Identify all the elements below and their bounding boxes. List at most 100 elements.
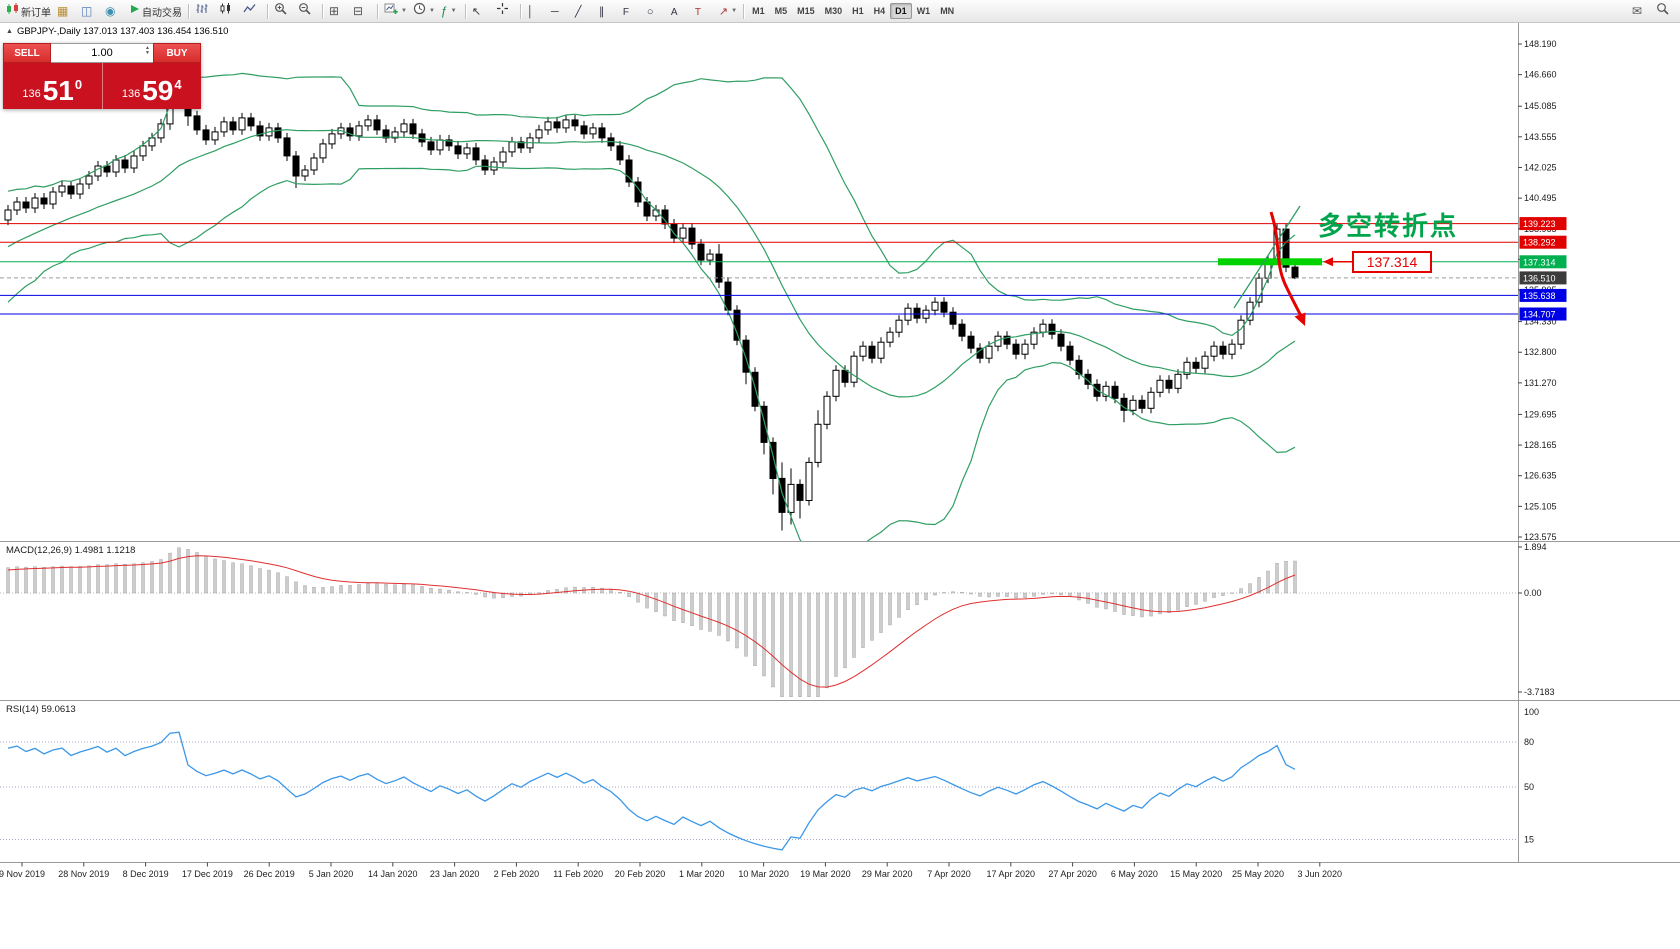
toolbar-button-news[interactable]: ✉	[1629, 1, 1653, 21]
buy-price-display[interactable]: 136 59 4	[102, 63, 201, 109]
candle	[1219, 341, 1227, 360]
macd-histogram-bar	[1239, 588, 1243, 594]
zoom-in-icon	[274, 2, 287, 20]
candle	[1147, 387, 1155, 414]
toolbar-button-linechart[interactable]	[240, 1, 264, 21]
toolbar-button-channel[interactable]: ∥	[596, 1, 620, 21]
dropdown-arrow-icon[interactable]: ▼	[731, 8, 738, 14]
toolbar-button-hline[interactable]: ─	[548, 1, 572, 21]
support-zone-highlight-bar[interactable]	[1218, 258, 1322, 266]
timeframe-button-m15[interactable]: M15	[797, 6, 815, 16]
toolbar-button-crosshair[interactable]	[493, 1, 517, 21]
price-tag-label: 134.707	[1523, 310, 1556, 320]
toolbar-button-fibonacci[interactable]: F	[620, 1, 644, 21]
toolbar-button-shapes[interactable]: ○	[644, 1, 668, 21]
macd-histogram-bar	[753, 592, 757, 666]
macd-histogram-bar	[699, 592, 703, 630]
macd-histogram-bar	[564, 587, 568, 594]
candle-body	[1111, 385, 1119, 399]
candle-body	[832, 369, 840, 397]
candle-body	[1183, 361, 1191, 375]
toolbar-button-trendline[interactable]: ╱	[572, 1, 596, 21]
price-callout[interactable]: 137.314	[1352, 251, 1432, 273]
candle-body	[508, 141, 516, 153]
toolbar-button-text[interactable]: A	[668, 1, 692, 21]
volume-spinner[interactable]: 1.00 ▲ ▼	[51, 43, 153, 63]
candle-body	[769, 441, 777, 479]
trade-panel-price-row: 136 51 0 136 59 4	[3, 63, 201, 109]
buy-button[interactable]: BUY	[153, 43, 201, 63]
toolbar-button-cursor[interactable]: ↖	[469, 1, 493, 21]
toolbar-button-zoom-out[interactable]	[295, 1, 319, 21]
timeframe-button-h1[interactable]: H1	[852, 6, 864, 16]
toolbar-button-search[interactable]	[1653, 1, 1677, 21]
toolbar-button-tile-windows[interactable]: ⊞	[326, 1, 350, 21]
toolbar: 新订单 ▦ ◫ ◉ 自动交易 ⊞ ⊟ ▼ ▼ ƒ ▼ ↖ │ ─ ╱ ∥ F ○ A T ↗ ▼ M1 M5 M15 M30 H1 H…	[0, 0, 1680, 23]
volume-value[interactable]: 1.00	[91, 47, 113, 59]
macd-histogram-bar	[15, 566, 19, 594]
dropdown-arrow-icon[interactable]: ▼	[428, 8, 435, 14]
trendline-annotation[interactable]	[1233, 205, 1301, 309]
new-order-icon	[6, 2, 19, 20]
toolbar-button-web[interactable]: ◉	[102, 1, 126, 21]
macd-histogram-bar	[897, 592, 901, 618]
toolbar-button-zoom-in[interactable]	[271, 1, 295, 21]
timeframe-button-w1[interactable]: W1	[916, 6, 931, 16]
cursor-icon: ↖	[471, 6, 482, 18]
candle-body	[1039, 323, 1047, 333]
price-tag-bg	[1519, 288, 1567, 302]
macd-histogram-bar	[402, 584, 406, 594]
timeframe-button-d1[interactable]: D1	[890, 3, 912, 19]
spin-down-icon[interactable]: ▼	[145, 50, 150, 56]
timeframe-button-m5[interactable]: M5	[774, 6, 788, 16]
candle-body	[571, 119, 579, 127]
candle-body	[1066, 345, 1074, 361]
macd-histogram-bar	[285, 576, 289, 594]
timeframe-button-m30[interactable]: M30	[824, 6, 843, 16]
macd-histogram-bar	[735, 592, 739, 649]
candle-body	[589, 127, 597, 135]
toolbar-button-vline[interactable]: │	[524, 1, 548, 21]
toolbar-button-bars[interactable]	[192, 1, 216, 21]
collapse-panel-icon[interactable]: ▲	[6, 28, 13, 35]
timeframe-button-m1[interactable]: M1	[752, 6, 765, 16]
candle-body	[553, 121, 561, 129]
toolbar-button-indicators[interactable]: ƒ ▼	[438, 1, 462, 21]
toolbar-button-period[interactable]: ▼	[410, 1, 438, 21]
macd-axis-label: 1.894	[1524, 542, 1547, 552]
spin-up-icon[interactable]: ▲	[145, 45, 150, 51]
macd-histogram-bar	[105, 564, 109, 594]
candle	[859, 341, 867, 362]
candle-body	[931, 301, 939, 311]
candle-body	[742, 339, 750, 373]
down-arrow-annotation[interactable]	[1269, 211, 1303, 317]
toolbar-button-charts[interactable]: ▦	[54, 1, 78, 21]
toolbar-button-new-chart[interactable]: ▼	[381, 1, 410, 21]
macd-layer	[6, 547, 1297, 698]
macd-histogram-bar	[312, 587, 316, 594]
candle	[868, 341, 876, 364]
sell-price-display[interactable]: 136 51 0	[3, 63, 103, 109]
timeframe-button-h4[interactable]: H4	[873, 6, 886, 16]
volume-spin-arrows[interactable]: ▲ ▼	[145, 46, 150, 56]
sell-button[interactable]: SELL	[3, 43, 51, 63]
dropdown-arrow-icon[interactable]: ▼	[401, 8, 407, 14]
toolbar-button-arrange[interactable]: ⊟	[350, 1, 374, 21]
candle	[1237, 315, 1245, 350]
dropdown-arrow-icon[interactable]: ▼	[450, 8, 457, 14]
date-label: 2 Feb 2020	[494, 869, 540, 879]
rsi-axis-label: 80	[1524, 737, 1534, 747]
turning-point-annotation[interactable]: 多空转折点	[1318, 211, 1459, 241]
toolbar-button-label[interactable]: T	[692, 1, 716, 21]
toolbar-button-profile[interactable]: ◫	[78, 1, 102, 21]
toolbar-button-new-order[interactable]: 新订单	[3, 1, 54, 21]
date-label: 11 Feb 2020	[553, 869, 603, 879]
toolbar-button-autotrade[interactable]: 自动交易	[126, 1, 185, 21]
candle	[229, 116, 237, 135]
toolbar-button-arrows[interactable]: ↗ ▼	[716, 1, 740, 21]
candle-body	[823, 395, 831, 425]
timeframe-button-mn[interactable]: MN	[940, 6, 955, 16]
callout-arrowhead-icon	[1323, 257, 1333, 267]
toolbar-button-candles[interactable]	[216, 1, 240, 21]
